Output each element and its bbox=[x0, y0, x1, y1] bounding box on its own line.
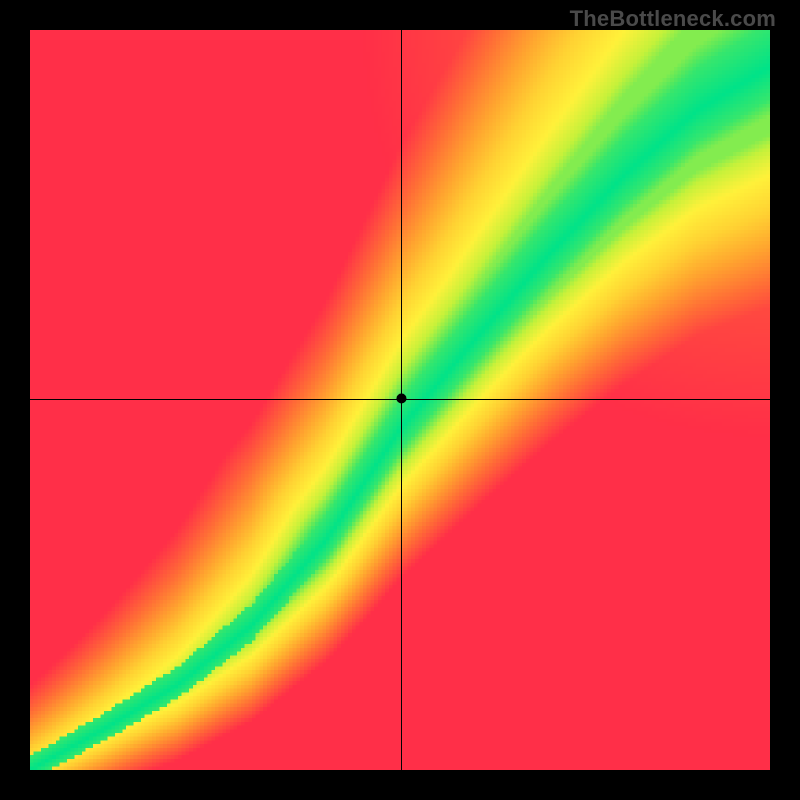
watermark-text: TheBottleneck.com bbox=[570, 6, 776, 32]
heatmap-overlay bbox=[30, 30, 770, 770]
chart-container: TheBottleneck.com bbox=[0, 0, 800, 800]
